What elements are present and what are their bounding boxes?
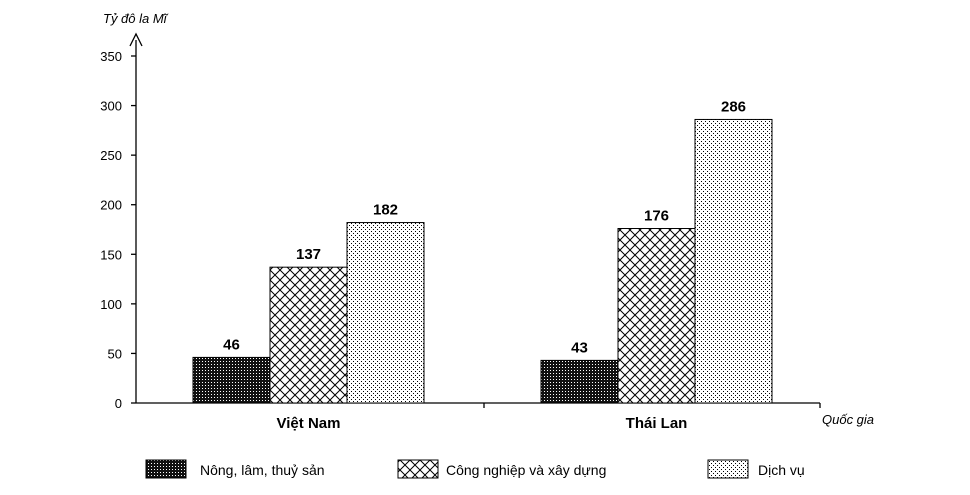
data-labels: 46 137 182 43 176 286 — [223, 98, 746, 356]
data-label: 43 — [571, 339, 588, 356]
bar — [617, 228, 696, 404]
y-tick-label: 250 — [100, 148, 122, 163]
y-axis-title: Tỷ đô la Mĩ — [103, 11, 169, 26]
y-tick-label: 350 — [100, 49, 122, 64]
bar — [346, 222, 425, 404]
legend-swatch-nong-lam-thuy-san — [145, 459, 187, 479]
data-label: 137 — [296, 246, 321, 263]
y-tick-label: 150 — [100, 247, 122, 262]
data-label: 286 — [721, 98, 746, 115]
category-label: Việt Nam — [277, 415, 341, 432]
bars — [192, 118, 773, 404]
data-label: 182 — [373, 202, 398, 219]
bar — [269, 266, 348, 404]
y-tick-label: 200 — [100, 198, 122, 213]
legend-swatch-dich-vu — [707, 459, 749, 479]
bar — [540, 359, 619, 404]
legend-label-nong-lam-thuy-san: Nông, lâm, thuỷ sản — [200, 462, 325, 478]
y-axis-arrow — [129, 32, 143, 47]
legend-swatch-cong-nghiep-va-xay-dung — [397, 459, 439, 479]
category-labels: Việt Nam Thái Lan — [277, 415, 688, 432]
y-ticks: 0 50 100 150 200 250 300 350 — [100, 49, 136, 411]
data-label: 46 — [223, 336, 240, 353]
data-label: 176 — [644, 208, 669, 225]
x-axis-title: Quốc gia — [822, 412, 874, 427]
y-tick-label: 100 — [100, 297, 122, 312]
legend-label-cong-nghiep-va-xay-dung: Công nghiệp và xây dựng — [446, 462, 606, 478]
bar — [694, 118, 773, 404]
y-tick-label: 50 — [108, 346, 122, 361]
y-tick-label: 0 — [115, 396, 122, 411]
legend-label-dich-vu: Dịch vụ — [758, 462, 805, 478]
bar — [192, 356, 271, 404]
y-tick-label: 300 — [100, 99, 122, 114]
category-label: Thái Lan — [626, 415, 688, 432]
legend: Nông, lâm, thuỷ sản Công nghiệp và xây d… — [145, 459, 805, 479]
